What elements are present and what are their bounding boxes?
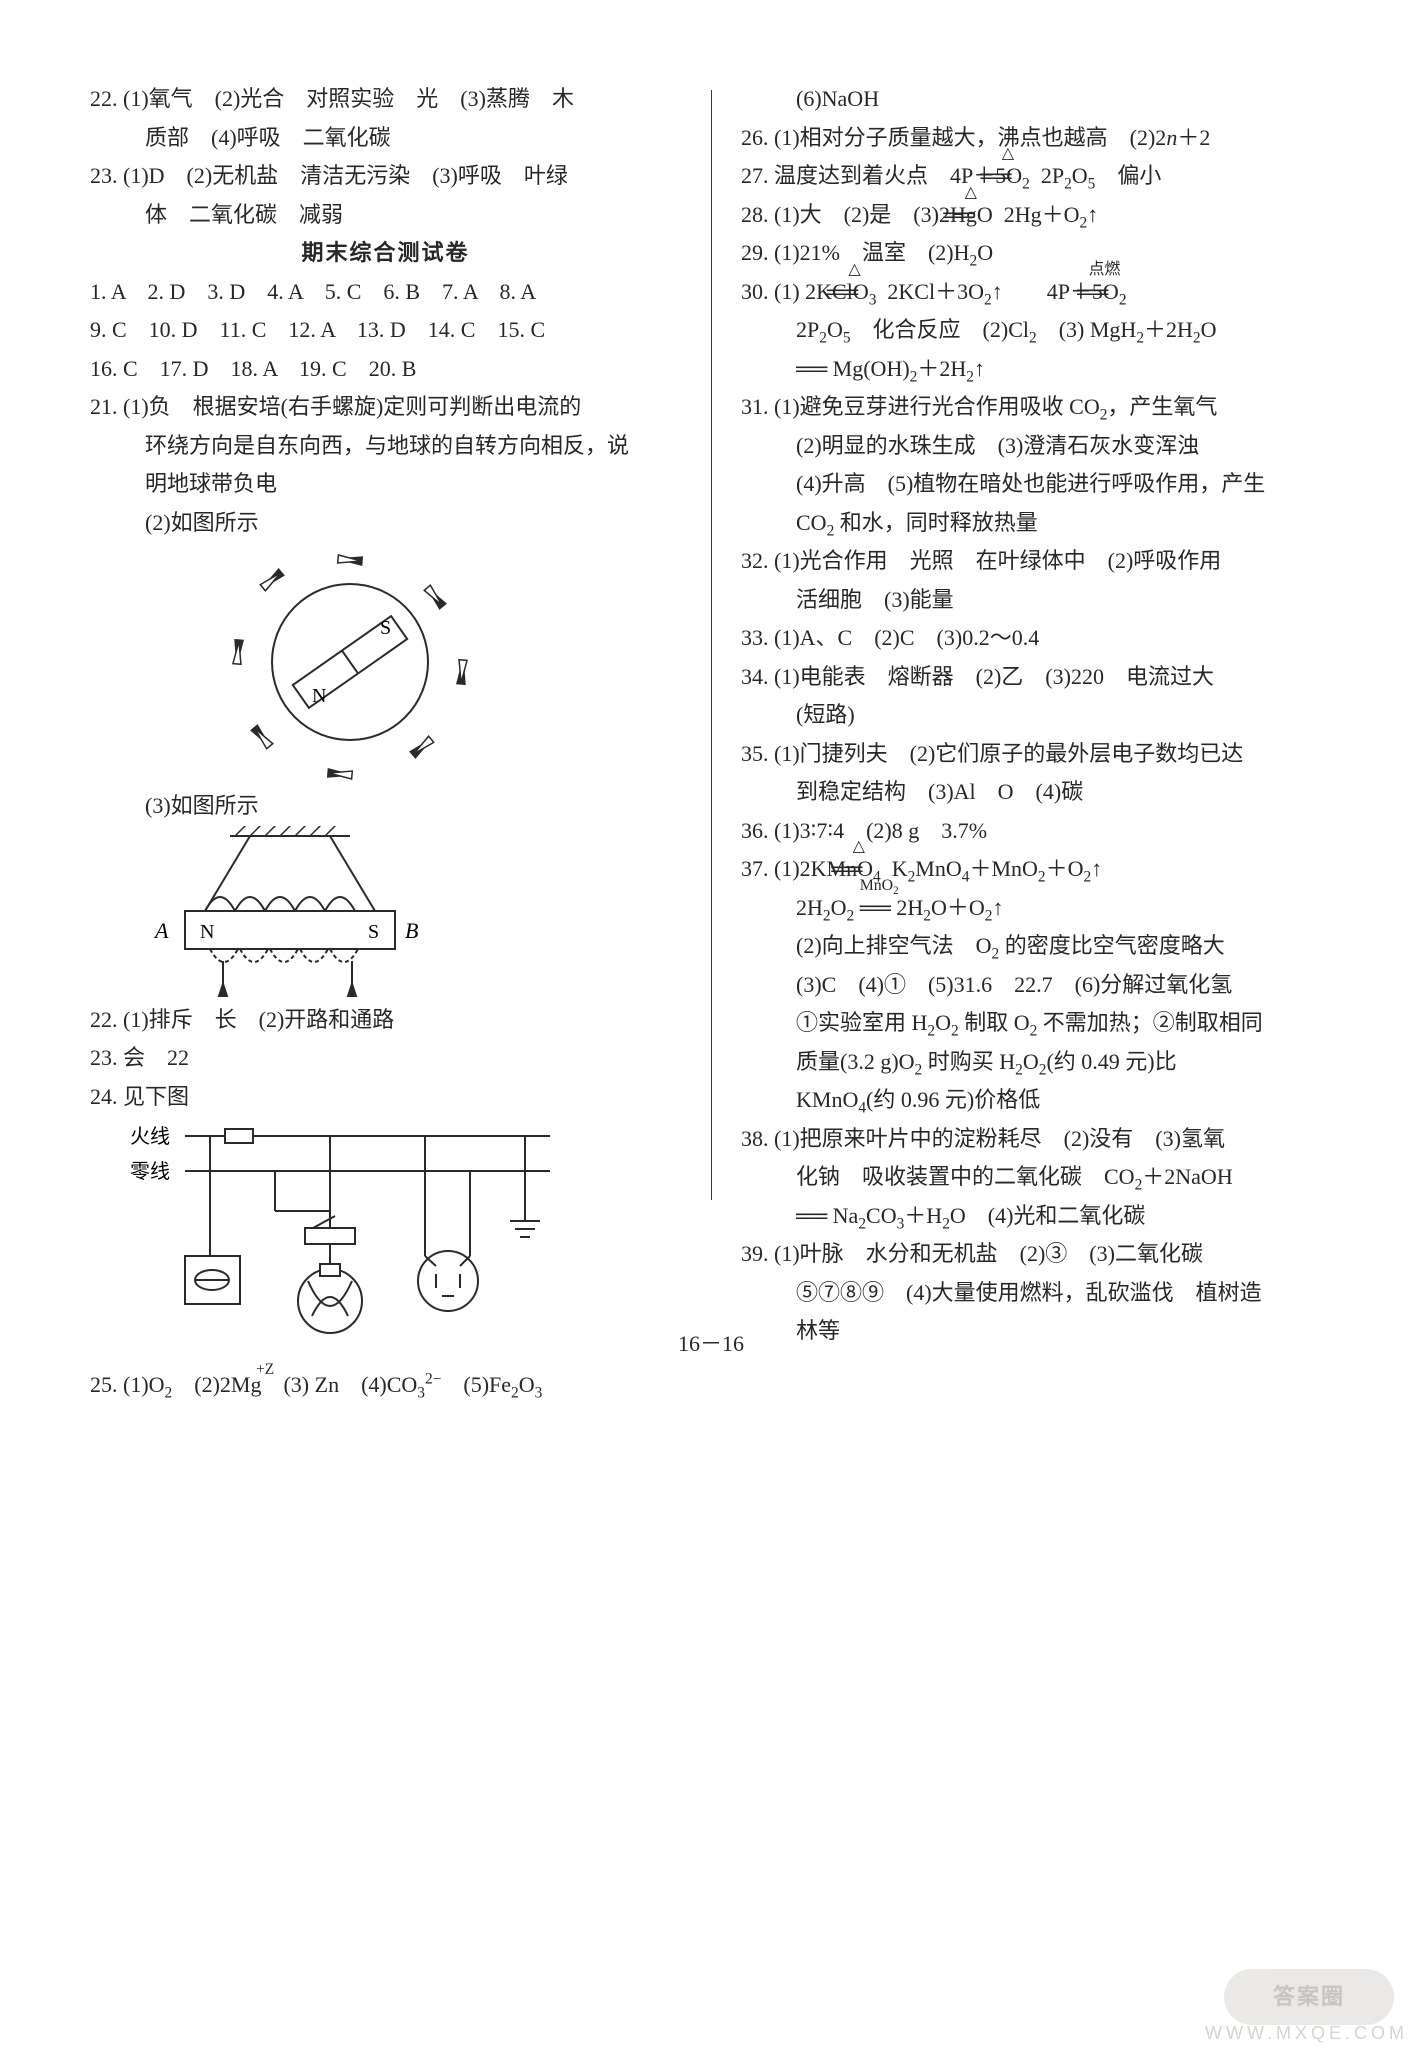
figure-solenoid: A N S B [90,826,681,1001]
q24: 24. 见下图 [90,1078,681,1117]
mc-row-3: 16. C 17. D 18. A 19. C 20. B [90,350,681,389]
mc-row-2: 9. C 10. D 11. C 12. A 13. D 14. C 15. C [90,311,681,350]
q30: 30. (1) 2KClO3 ══△ 2KCl＋3O2↑ 4P＋5O2 ══点燃 [741,273,1332,312]
section-title: 期末综合测试卷 [90,234,681,273]
column-divider [711,90,712,1200]
q39-l1: 39. (1)叶脉 水分和无机盐 (2)③ (3)二氧化碳 [741,1235,1332,1274]
svg-text:S: S [380,617,391,639]
q33: 33. (1)A、C (2)C (3)0.2～0.4 [741,619,1332,658]
q21-l4: (2)如图所示 [90,504,681,543]
watermark-url: WWW.MXQE.COM [1205,2018,1408,2050]
q39-l2: ⑤⑦⑧⑨ (4)大量使用燃料，乱砍滥伐 植树造 [741,1274,1332,1313]
svg-text:N: N [312,685,326,707]
svg-text:N: N [200,921,214,943]
q31-l2: (2)明显的水珠生成 (3)澄清石灰水变浑浊 [741,427,1332,466]
q37-l5: ①实验室用 H2O2 制取 O2 不需加热；②制取相同 [741,1004,1332,1043]
q31-l3: (4)升高 (5)植物在暗处也能进行呼吸作用，产生 [741,465,1332,504]
q26: 26. (1)相对分子质量越大，沸点也越高 (2)2n＋2 [741,119,1332,158]
q36: 36. (1)3∶7∶4 (2)8 g 3.7% [741,812,1332,851]
q30-l2: 2P2O5 化合反应 (2)Cl2 (3) MgH2＋2H2O [741,311,1332,350]
q21-l1: 21. (1)负 根据安培(右手螺旋)定则可判断出电流的 [90,388,681,427]
q21-l3: 明地球带负电 [90,465,681,504]
q35-l1: 35. (1)门捷列夫 (2)它们原子的最外层电子数均已达 [741,735,1332,774]
mc-row-1: 1. A 2. D 3. D 4. A 5. C 6. B 7. A 8. A [90,273,681,312]
q37-l3: (2)向上排空气法 O2 的密度比空气密度略大 [741,927,1332,966]
q29: 29. (1)21% 温室 (2)H2O [741,234,1332,273]
right-column: (6)NaOH 26. (1)相对分子质量越大，沸点也越高 (2)2n＋2 27… [726,80,1332,1405]
q23b: 23. 会 22 [90,1039,681,1078]
q22b: 22. (1)排斥 长 (2)开路和通路 [90,1001,681,1040]
q27: 27. 温度达到着火点 4P＋5O2 ══△ 2P2O5 偏小 [741,157,1332,196]
svg-text:零线: 零线 [130,1160,170,1183]
q22: 22. (1)氧气 (2)光合 对照实验 光 (3)蒸腾 木 [90,80,681,119]
q25: 25. (1)O2 (2)2Mg (3) Z+Zn (4)CO32− (5)Fe… [90,1366,681,1405]
q21-l2: 环绕方向是自东向西，与地球的自转方向相反，说 [90,427,681,466]
q23: 23. (1)D (2)无机盐 清洁无污染 (3)呼吸 叶绿 [90,157,681,196]
q25c: (6)NaOH [741,80,1332,119]
q30-l3: ══ Mg(OH)2＋2H2↑ [741,350,1332,389]
q35-l2: 到稳定结构 (3)Al O (4)碳 [741,773,1332,812]
page-footer: 16－16 [0,1325,1422,1364]
q32-l2: 活细胞 (3)能量 [741,581,1332,620]
q23-cont: 体 二氧化碳 减弱 [90,196,681,235]
q38-l1: 38. (1)把原来叶片中的淀粉耗尽 (2)没有 (3)氢氧 [741,1120,1332,1159]
q32-l1: 32. (1)光合作用 光照 在叶绿体中 (2)呼吸作用 [741,542,1332,581]
q37-l1: 37. (1)2KMnO4 ══△ K2MnO4＋MnO2＋O2↑ [741,850,1332,889]
figure-compass: S N [90,542,681,787]
svg-text:A: A [153,918,169,943]
q34-l1: 34. (1)电能表 熔断器 (2)乙 (3)220 电流过大 [741,658,1332,697]
q31-l1: 31. (1)避免豆芽进行光合作用吸收 CO2，产生氧气 [741,388,1332,427]
q37-l6: 质量(3.2 g)O2 时购买 H2O2(约 0.49 元)比 [741,1043,1332,1082]
q38-l3: ══ Na2CO3＋H2O (4)光和二氧化碳 [741,1197,1332,1236]
q34-l2: (短路) [741,696,1332,735]
svg-text:S: S [368,921,379,943]
q37-l7: KMnO4(约 0.96 元)价格低 [741,1081,1332,1120]
q37-l2: 2H2O2 ══MnO2 2H2O＋O2↑ [741,889,1332,928]
svg-text:B: B [405,918,418,943]
svg-text:火线: 火线 [130,1125,170,1148]
q21-l5: (3)如图所示 [90,787,681,826]
left-column: 22. (1)氧气 (2)光合 对照实验 光 (3)蒸腾 木 质部 (4)呼吸 … [90,80,696,1405]
q31-l4: CO2 和水，同时释放热量 [741,504,1332,543]
q22-cont: 质部 (4)呼吸 二氧化碳 [90,119,681,158]
q37-l4: (3)C (4)① (5)31.6 22.7 (6)分解过氧化氢 [741,966,1332,1005]
q38-l2: 化钠 吸收装置中的二氧化碳 CO2＋2NaOH [741,1158,1332,1197]
q28: 28. (1)大 (2)是 (3)2HgO ══△ 2Hg＋O2↑ [741,196,1332,235]
